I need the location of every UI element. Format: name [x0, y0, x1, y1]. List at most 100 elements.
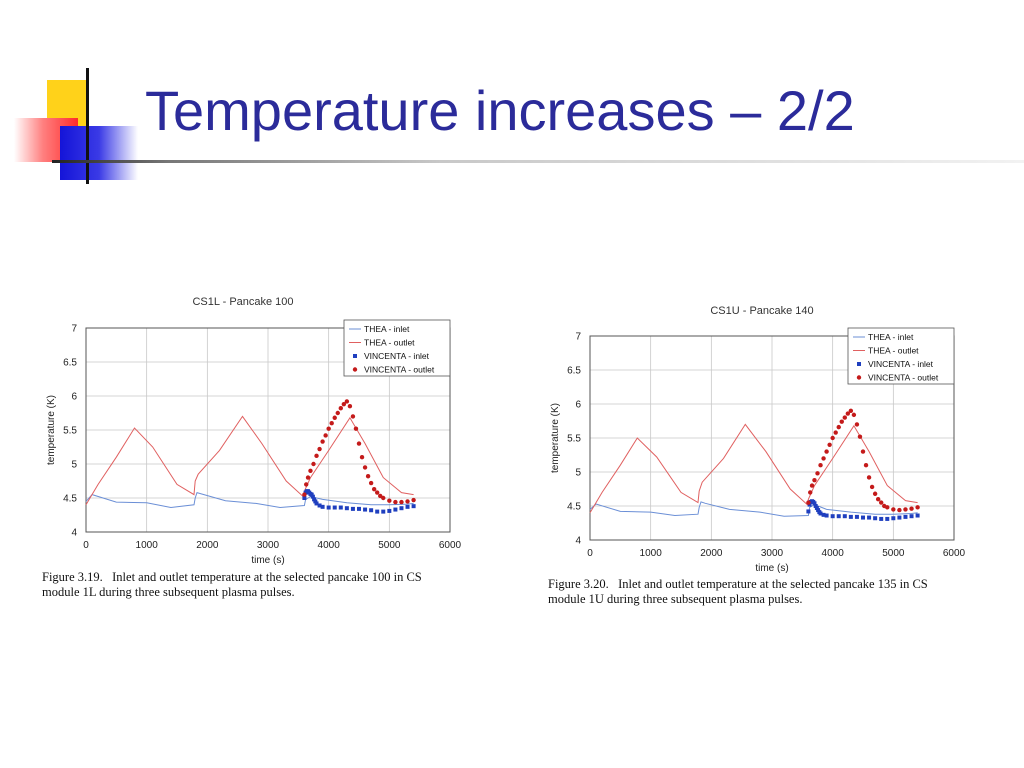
data-point-vincenta-outlet: [302, 492, 307, 497]
data-point-vincenta-outlet: [903, 507, 908, 512]
data-point-vincenta-outlet: [332, 415, 337, 420]
series-line-1: [589, 423, 918, 514]
legend-label: THEA - inlet: [868, 332, 914, 342]
y-tick-label: 6: [575, 400, 581, 411]
y-tick-label: 6: [71, 392, 77, 403]
legend-label: VINCENTA - inlet: [868, 359, 934, 369]
data-point-vincenta-inlet: [381, 509, 386, 514]
y-tick-label: 4.5: [63, 494, 77, 505]
legend-label: VINCENTA - inlet: [364, 351, 430, 361]
y-axis-label: temperature (K): [46, 395, 57, 465]
data-point-vincenta-inlet: [861, 515, 865, 520]
data-point-vincenta-inlet: [818, 511, 823, 516]
data-point-vincenta-inlet: [812, 501, 817, 506]
legend-swatch: [353, 354, 357, 358]
legend-swatch: [856, 375, 862, 380]
data-point-vincenta-outlet: [857, 434, 863, 439]
legend-box: [343, 319, 451, 377]
x-tick-label: 0: [587, 548, 593, 559]
data-point-vincenta-outlet: [812, 477, 817, 483]
data-point-vincenta-outlet: [399, 499, 404, 505]
data-point-vincenta-inlet: [344, 506, 349, 511]
data-point-vincenta-outlet: [839, 419, 844, 424]
y-tick-label: 5: [71, 460, 77, 471]
data-point-vincenta-inlet: [393, 507, 398, 512]
data-point-vincenta-outlet: [305, 475, 311, 480]
data-point-vincenta-outlet: [891, 507, 896, 512]
data-point-vincenta-outlet: [869, 484, 875, 490]
data-point-vincenta-outlet: [830, 435, 835, 441]
data-point-vincenta-outlet: [851, 412, 857, 418]
data-point-vincenta-inlet: [885, 516, 890, 521]
data-point-vincenta-inlet: [824, 513, 829, 518]
data-point-vincenta-outlet: [393, 499, 398, 505]
data-point-vincenta-inlet: [903, 514, 908, 519]
data-point-vincenta-inlet: [313, 499, 318, 504]
y-tick-label: 4: [575, 536, 581, 547]
x-tick-label: 4000: [318, 540, 341, 551]
data-point-vincenta-outlet: [350, 414, 356, 419]
data-point-vincenta-outlet: [329, 421, 334, 426]
legend-label: THEA - outlet: [868, 346, 919, 356]
data-point-vincenta-inlet: [314, 501, 319, 506]
y-tick-label: 7: [71, 324, 77, 335]
data-point-vincenta-outlet: [824, 449, 829, 454]
data-point-vincenta-outlet: [356, 441, 362, 446]
data-point-vincenta-outlet: [833, 430, 838, 435]
data-point-vincenta-outlet: [866, 475, 872, 480]
data-point-vincenta-inlet: [897, 515, 902, 520]
x-tick-label: 3000: [761, 548, 784, 559]
data-point-vincenta-inlet: [332, 505, 337, 510]
data-point-vincenta-outlet: [827, 442, 832, 447]
legend-label: THEA - outlet: [364, 338, 415, 348]
x-tick-label: 1000: [640, 548, 663, 559]
data-point-vincenta-outlet: [326, 426, 331, 431]
data-point-vincenta-inlet: [814, 506, 819, 511]
data-point-vincenta-outlet: [897, 507, 902, 513]
decorative-vertical-line: [86, 68, 89, 184]
data-point-vincenta-inlet: [873, 516, 878, 521]
x-tick-label: 6000: [943, 548, 966, 559]
data-point-vincenta-outlet: [368, 480, 374, 486]
y-tick-label: 6.5: [63, 358, 77, 369]
data-point-vincenta-outlet: [854, 422, 860, 427]
data-point-vincenta-inlet: [369, 508, 374, 513]
data-point-vincenta-outlet: [323, 433, 328, 438]
y-tick-label: 5.5: [567, 434, 581, 445]
x-tick-label: 4000: [822, 548, 845, 559]
legend-label: VINCENTA - outlet: [364, 365, 435, 375]
data-point-vincenta-inlet: [842, 514, 847, 519]
plot-frame: [85, 327, 451, 533]
y-tick-label: 6.5: [567, 366, 581, 377]
data-point-vincenta-outlet: [872, 491, 878, 496]
y-axis-label: temperature (K): [550, 403, 561, 473]
chart-cs1l-pancake-100: 0 1000 2000 3000 4000 5000 6000 4 4.5 5 5.5 6 6.5 7 CS…: [46, 296, 462, 566]
data-point-vincenta-inlet: [879, 516, 884, 521]
figure-caption-3-19: Figure 3.19. Inlet and outlet temperatur…: [42, 570, 422, 599]
data-point-vincenta-inlet: [399, 506, 404, 511]
y-tick-label: 5: [575, 468, 581, 479]
y-tick-label: 4.5: [567, 502, 581, 513]
data-point-vincenta-outlet: [879, 500, 884, 505]
data-point-vincenta-inlet: [830, 514, 835, 519]
x-tick-label: 0: [83, 540, 89, 551]
data-point-vincenta-outlet: [411, 497, 416, 503]
data-point-vincenta-outlet: [815, 471, 820, 476]
x-tick-label: 1000: [136, 540, 159, 551]
data-point-vincenta-inlet: [320, 504, 325, 509]
series-line-0: [589, 501, 918, 517]
x-tick-label: 5000: [882, 548, 905, 559]
data-point-vincenta-inlet: [312, 497, 317, 502]
x-tick-label: 2000: [196, 540, 219, 551]
data-point-vincenta-outlet: [371, 486, 377, 492]
data-point-vincenta-inlet: [338, 505, 343, 510]
plot-frame: [589, 335, 955, 541]
data-point-vincenta-outlet: [405, 499, 410, 504]
data-point-vincenta-inlet: [326, 505, 331, 510]
data-point-vincenta-outlet: [365, 474, 371, 479]
data-point-vincenta-outlet: [915, 505, 920, 510]
x-axis-label: time (s): [251, 555, 284, 566]
data-point-vincenta-inlet: [309, 492, 314, 497]
figure-caption-3-20: Figure 3.20. Inlet and outlet temperatur…: [548, 577, 928, 606]
data-point-vincenta-outlet: [845, 411, 851, 416]
